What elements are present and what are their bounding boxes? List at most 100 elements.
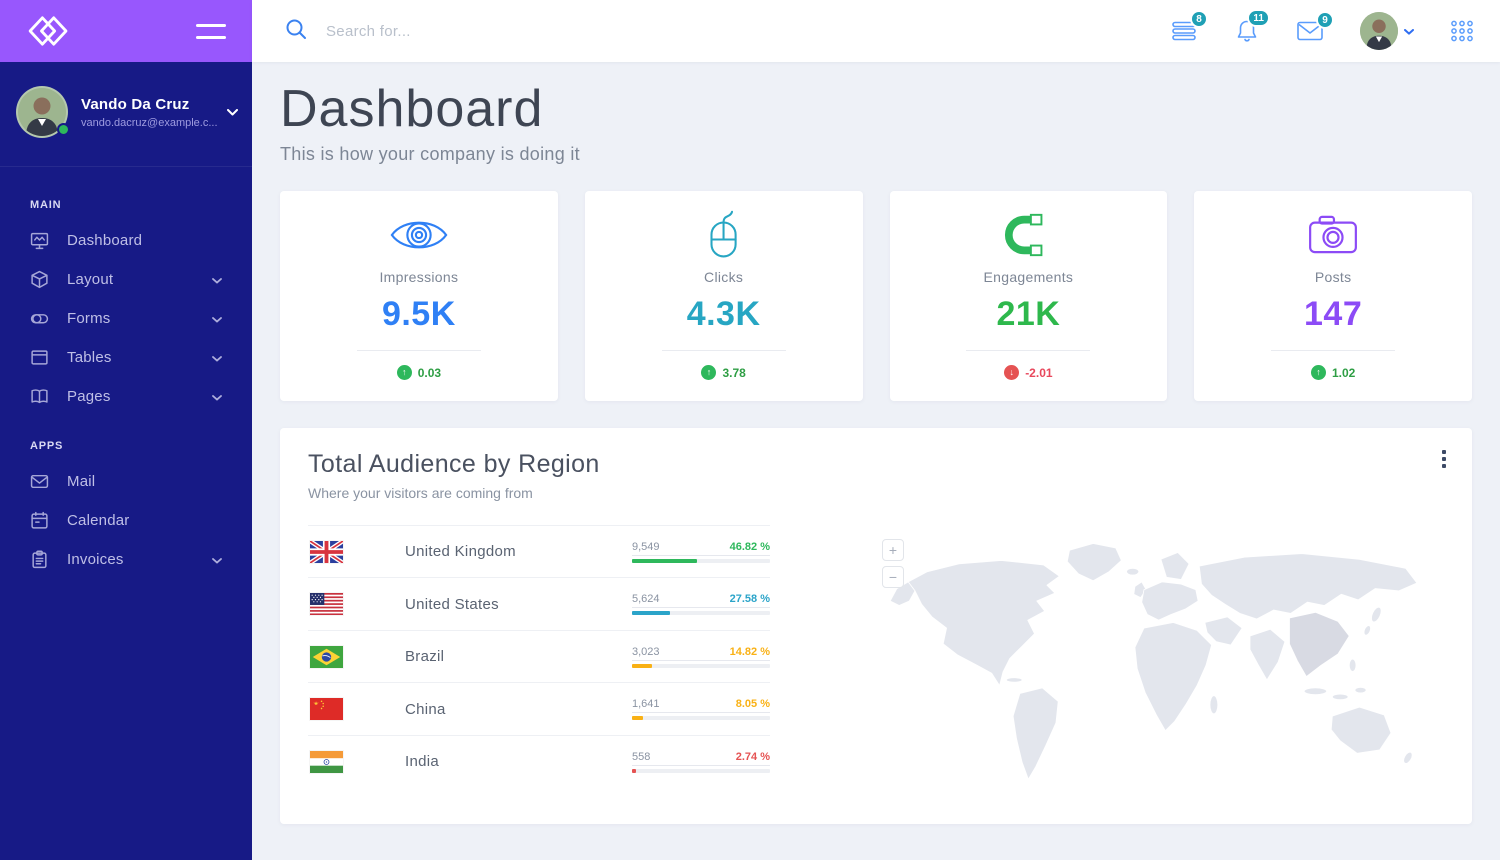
stats-grid: Impressions 9.5K ↑ 0.03 Clicks 4.3K ↑ 3.… bbox=[280, 190, 1472, 401]
mouse-icon bbox=[704, 211, 744, 259]
apps-grid-button[interactable] bbox=[1450, 19, 1474, 43]
status-badge bbox=[57, 123, 70, 136]
invoice-icon bbox=[30, 550, 49, 569]
page-subtitle: This is how your company is doing it bbox=[280, 143, 580, 164]
messages-count-badge: 9 bbox=[1316, 11, 1334, 29]
stat-card-engagements[interactable]: Engagements 21K ↓ -2.01 bbox=[889, 190, 1168, 401]
chevron-down-icon bbox=[212, 551, 222, 569]
arrow-up-icon: ↑ bbox=[396, 365, 412, 381]
country-row-brazil[interactable]: Brazil 3,023 14.82 % bbox=[308, 629, 770, 683]
uk-flag bbox=[310, 540, 343, 563]
progress-bar bbox=[632, 663, 653, 668]
country-list: United Kingdom 9,549 46.82 % United State… bbox=[308, 524, 770, 801]
country-row-china[interactable]: China 1,641 8.05 % bbox=[308, 682, 770, 735]
progress-bar bbox=[632, 768, 636, 773]
stat-value: 9.5K bbox=[381, 295, 456, 334]
india-flag bbox=[310, 750, 343, 773]
stat-card-impressions[interactable]: Impressions 9.5K ↑ 0.03 bbox=[280, 190, 558, 401]
stat-delta: ↓ -2.01 bbox=[1004, 365, 1053, 381]
topbar: 8 11 9 bbox=[252, 0, 1500, 62]
progress-bar bbox=[632, 611, 671, 616]
mail-icon bbox=[30, 472, 49, 491]
audience-by-region-card: Total Audience by Region Where your visi… bbox=[280, 427, 1472, 824]
country-stats: 558 2.74 % bbox=[632, 751, 770, 773]
arrow-up-icon: ↑ bbox=[701, 365, 717, 381]
stat-card-clicks[interactable]: Clicks 4.3K ↑ 3.78 bbox=[584, 190, 863, 401]
user-profile[interactable]: Vando Da Cruz vando.dacruz@example.c... bbox=[0, 62, 252, 167]
sidebar-item-calendar[interactable]: Calendar bbox=[0, 501, 252, 540]
arrow-up-icon: ↑ bbox=[1310, 365, 1326, 381]
sidebar-toggle-icon[interactable] bbox=[196, 20, 226, 43]
card-subtitle: Where your visitors are coming from bbox=[308, 484, 533, 501]
search-input[interactable] bbox=[326, 22, 646, 40]
country-stats: 5,624 27.58 % bbox=[632, 593, 770, 616]
user-email: vando.dacruz@example.c... bbox=[81, 116, 218, 129]
map-zoom-in-button[interactable]: + bbox=[882, 538, 904, 561]
sidebar-item-tables[interactable]: Tables bbox=[0, 338, 252, 377]
chevron-down-icon[interactable] bbox=[227, 103, 238, 121]
map-zoom-out-button[interactable]: − bbox=[882, 565, 904, 588]
stat-delta: ↑ 3.78 bbox=[701, 365, 746, 381]
sidebar-item-mail[interactable]: Mail bbox=[0, 462, 252, 501]
messages-button[interactable]: 9 bbox=[1296, 11, 1334, 42]
notifications-button[interactable]: 11 bbox=[1234, 9, 1270, 44]
nav-section-apps: APPS bbox=[30, 440, 64, 452]
country-row-united-states[interactable]: United States 5,624 27.58 % bbox=[308, 577, 770, 630]
tasks-count-badge: 8 bbox=[1190, 10, 1208, 28]
stat-value: 4.3K bbox=[686, 295, 761, 334]
avatar bbox=[1360, 12, 1398, 50]
sidebar: Vando Da Cruz vando.dacruz@example.c... … bbox=[0, 0, 252, 860]
camera-icon bbox=[1308, 211, 1358, 259]
chevron-down-icon bbox=[212, 388, 222, 406]
country-row-united-kingdom[interactable]: United Kingdom 9,549 46.82 % bbox=[308, 524, 770, 578]
toggle-icon bbox=[30, 309, 49, 328]
content-area: Dashboard This is how your company is do… bbox=[252, 62, 1500, 860]
notifications-count-badge: 11 bbox=[1247, 9, 1270, 27]
chevron-down-icon bbox=[212, 271, 222, 289]
map-zoom-controls: + − bbox=[882, 538, 904, 588]
sidebar-header bbox=[0, 0, 252, 62]
stat-card-posts[interactable]: Posts 147 ↑ 1.02 bbox=[1194, 190, 1472, 401]
brazil-flag bbox=[310, 645, 343, 668]
cube-icon bbox=[30, 270, 49, 289]
country-row-india[interactable]: India 558 2.74 % bbox=[308, 734, 770, 788]
chevron-down-icon bbox=[1404, 22, 1414, 40]
sidebar-item-invoices[interactable]: Invoices bbox=[0, 540, 252, 579]
card-menu-kebab-icon[interactable] bbox=[1438, 446, 1450, 472]
china-flag bbox=[310, 698, 343, 721]
country-stats: 1,641 8.05 % bbox=[632, 698, 770, 721]
sidebar-item-dashboard[interactable]: Dashboard bbox=[0, 221, 252, 260]
sidebar-item-pages[interactable]: Pages bbox=[0, 377, 252, 416]
sidebar-item-layout[interactable]: Layout bbox=[0, 260, 252, 299]
table-icon bbox=[30, 348, 49, 367]
progress-bar bbox=[632, 558, 697, 563]
brand-logo-icon[interactable] bbox=[26, 14, 72, 48]
calendar-icon bbox=[30, 511, 49, 530]
user-menu-button[interactable] bbox=[1360, 12, 1414, 50]
world-map[interactable]: + − bbox=[880, 533, 1444, 801]
stat-value: 147 bbox=[1304, 295, 1363, 334]
stat-delta: ↑ 1.02 bbox=[1310, 365, 1355, 381]
eye-icon bbox=[388, 211, 450, 259]
page-title: Dashboard bbox=[280, 80, 544, 138]
magnet-icon bbox=[1001, 211, 1055, 259]
avatar bbox=[16, 86, 68, 138]
arrow-down-icon: ↓ bbox=[1004, 365, 1020, 381]
us-flag bbox=[310, 593, 343, 616]
nav-section-main: MAIN bbox=[30, 199, 62, 211]
stat-value: 21K bbox=[996, 295, 1061, 334]
stat-delta: ↑ 0.03 bbox=[396, 365, 441, 381]
sidebar-nav: MAIN Dashboard Layout Forms Tables Pages… bbox=[0, 167, 252, 579]
user-name: Vando Da Cruz bbox=[81, 95, 190, 113]
country-stats: 3,023 14.82 % bbox=[632, 646, 770, 668]
book-icon bbox=[30, 387, 49, 406]
country-stats: 9,549 46.82 % bbox=[632, 541, 770, 563]
chevron-down-icon bbox=[212, 349, 222, 367]
card-title: Total Audience by Region bbox=[308, 449, 600, 478]
dashboard-icon bbox=[30, 231, 49, 250]
progress-bar bbox=[632, 716, 644, 721]
chevron-down-icon bbox=[212, 310, 222, 328]
sidebar-item-forms[interactable]: Forms bbox=[0, 299, 252, 338]
tasks-list-button[interactable]: 8 bbox=[1171, 10, 1208, 43]
search-icon[interactable] bbox=[284, 17, 308, 46]
